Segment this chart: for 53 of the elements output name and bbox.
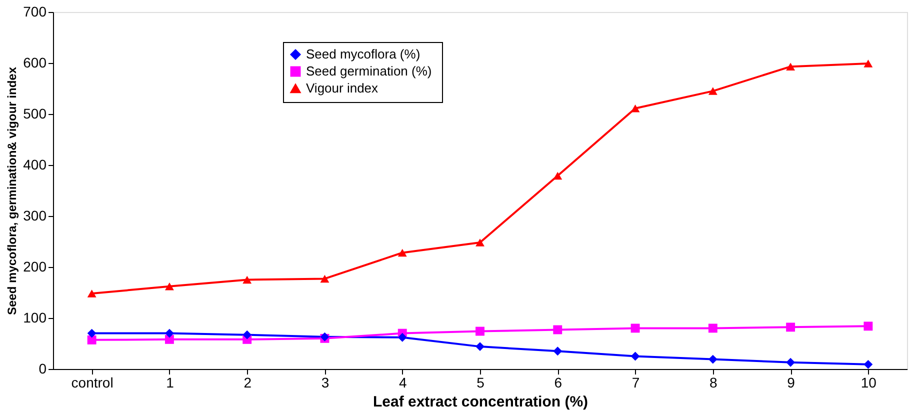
point: [864, 322, 873, 331]
x-tick-label: 7: [632, 374, 640, 390]
point: [553, 325, 562, 334]
x-tick-label: 8: [710, 374, 718, 390]
y-tick-label: 500: [23, 106, 47, 122]
point: [786, 62, 796, 70]
y-tick-label: 700: [23, 4, 47, 20]
point: [786, 322, 796, 332]
x-tick-label: 9: [787, 374, 796, 390]
point: [87, 290, 96, 298]
x-tick-label: 3: [321, 374, 330, 390]
point: [476, 326, 484, 336]
point: [630, 104, 640, 112]
y-tick-label: 200: [23, 258, 47, 274]
point: [476, 238, 484, 246]
point: [708, 354, 718, 364]
x-tick-label: 10: [860, 374, 877, 390]
legend-label: Seed germination (%): [306, 64, 432, 78]
point: [630, 324, 640, 333]
point: [553, 346, 562, 356]
y-tick-label: 400: [23, 156, 47, 172]
point: [864, 360, 873, 369]
point: [320, 274, 330, 283]
point: [398, 248, 407, 257]
y-tick-label: 100: [23, 310, 47, 326]
y-tick-label: 600: [23, 54, 47, 70]
x-tick-label: 2: [244, 374, 252, 390]
x-tick-label: 4: [398, 374, 407, 390]
point: [553, 172, 562, 180]
legend-label: Seed mycoflora (%): [306, 46, 420, 62]
legend-label: Vigour index: [306, 80, 379, 96]
x-tick-label: 5: [476, 374, 485, 390]
x-tick-label: 1: [166, 374, 174, 390]
point: [708, 324, 718, 333]
point: [786, 358, 796, 367]
point: [242, 276, 252, 284]
point: [242, 330, 252, 340]
point: [864, 60, 873, 68]
x-axis-title: Leaf extract concentration (%): [372, 394, 588, 410]
point: [630, 352, 640, 361]
point: [164, 334, 174, 344]
point: [164, 328, 174, 338]
point: [708, 87, 718, 95]
x-tick-label: control: [71, 374, 114, 390]
y-axis-title: Seed mycoflora, germination& vigour index: [5, 66, 20, 316]
point: [398, 332, 407, 342]
y-tick-label: 0: [38, 360, 47, 376]
point: [164, 282, 174, 290]
point: [476, 342, 484, 352]
x-tick-label: 6: [554, 374, 562, 390]
point: [87, 335, 96, 344]
y-tick-label: 300: [23, 208, 47, 224]
point: [87, 328, 96, 338]
